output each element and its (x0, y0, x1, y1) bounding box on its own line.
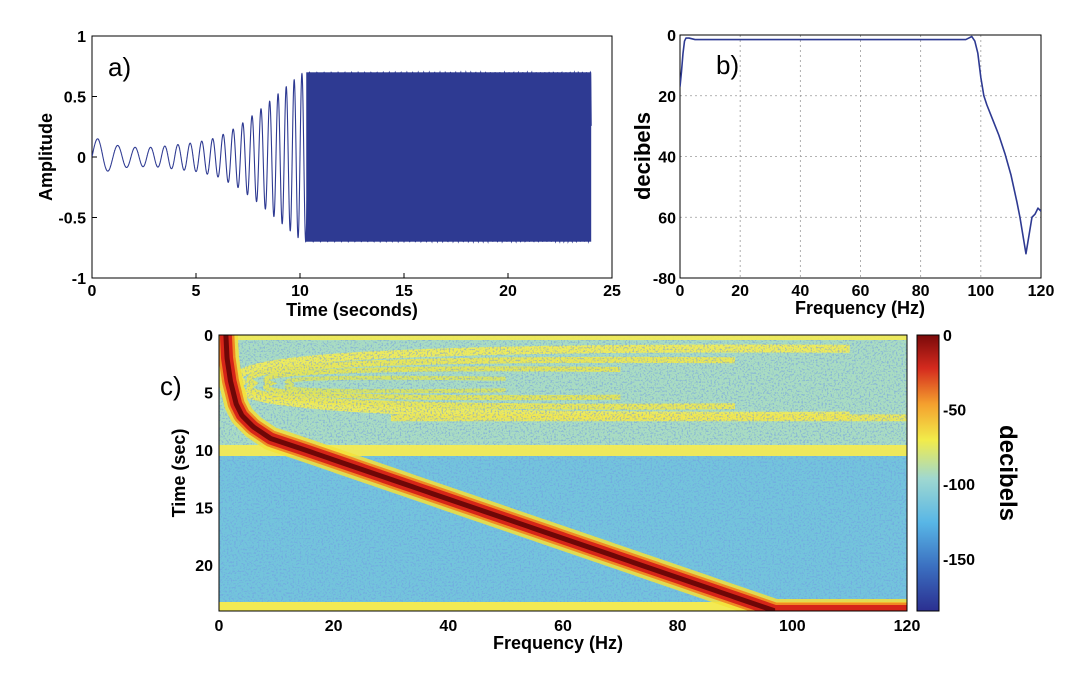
panel-c-y-tick-label: 15 (195, 501, 213, 518)
panel-c-x-tick-label: 80 (669, 618, 687, 635)
panel-c-x-tick-label: 40 (439, 618, 457, 635)
panel-a-y-tick-label: -1 (72, 271, 86, 288)
panel-a-amplitude-chart: 0 5 10 15 20 25 1 0.5 0 -0.5 -1 a) Time (seconds)… (36, 29, 621, 320)
colorbar-tick-label: -150 (943, 552, 975, 569)
panel-c-frame (218, 334, 908, 612)
panel-a-x-tick-label: 20 (499, 283, 517, 300)
panel-a-x-tick-label: 15 (395, 283, 413, 300)
panel-b-y-axis-label: decibels (630, 112, 655, 200)
panel-a-x-tick-label: 25 (603, 283, 621, 300)
panel-a-x-tick-label: 10 (291, 283, 309, 300)
panel-b-frequency-response-chart: 0 20 40 60 80 100 120 0 20 40 60 -80 b) Frequency … (630, 28, 1054, 318)
panel-b-x-tick-label: 20 (731, 283, 749, 300)
panel-b-x-tick-label: 80 (912, 283, 930, 300)
panel-a-y-tick-label: 0.5 (64, 90, 86, 107)
panel-b-x-tick-label: 120 (1028, 283, 1055, 300)
panel-a-label: a) (108, 52, 131, 82)
panel-c-label: c) (160, 371, 182, 401)
panel-b-y-tick-label: 60 (658, 210, 676, 227)
panel-b-y-tick-label: 40 (658, 150, 676, 167)
panel-b-y-tick-label: -80 (653, 271, 676, 288)
panel-a-dense-signal-region (306, 72, 592, 242)
panel-b-x-tick-label: 60 (852, 283, 870, 300)
panel-c-x-tick-label: 0 (215, 618, 224, 635)
panel-b-response-line (680, 35, 1041, 255)
colorbar-tick-label: 0 (943, 328, 952, 345)
panel-b-x-tick-label: 0 (676, 283, 685, 300)
panel-a-x-tick-label: 0 (88, 283, 97, 300)
panel-c-x-axis-label: Frequency (Hz) (493, 633, 623, 653)
panel-c-spectrogram-chart: 0 20 40 60 80 100 120 0 5 10 15 20 c) Frequency (H… (160, 328, 1021, 653)
panel-b-x-tick-label: 100 (967, 283, 994, 300)
panel-c-x-tick-label: 120 (894, 618, 921, 635)
panel-a-y-tick-label: -0.5 (58, 211, 86, 228)
panel-b-y-tick-label: 20 (658, 89, 676, 106)
chirp-ridge-core (223, 335, 907, 611)
panel-b-x-axis-label: Frequency (Hz) (795, 298, 925, 318)
panel-c-y-tick-label: 0 (204, 328, 213, 345)
colorbar-tick-label: -50 (943, 403, 966, 420)
panel-c-x-tick-label: 60 (554, 618, 572, 635)
panel-b-frame (679, 34, 1042, 279)
panel-c-x-tick-label: 20 (325, 618, 343, 635)
panel-c-y-tick-label: 10 (195, 443, 213, 460)
panel-a-y-axis-label: Amplitude (36, 113, 56, 201)
colorbar (916, 334, 940, 612)
chirp-ridge-tail (775, 606, 907, 611)
panel-c-x-tick-label: 100 (779, 618, 806, 635)
panel-b-label: b) (716, 50, 739, 80)
panel-a-x-tick-label: 5 (192, 283, 201, 300)
panel-c-y-axis-label: Time (sec) (169, 429, 189, 518)
panel-c-y-tick-label: 20 (195, 558, 213, 575)
panel-c-y-tick-label: 5 (204, 386, 213, 403)
panel-a-y-tick-label: 0 (77, 150, 86, 167)
panel-a-y-tick-label: 1 (77, 29, 86, 46)
colorbar-label: decibels (994, 425, 1021, 521)
panel-b-y-tick-label: 0 (667, 28, 676, 45)
colorbar-tick-label: -100 (943, 477, 975, 494)
spectrogram-image (219, 335, 907, 611)
panel-b-x-tick-label: 40 (791, 283, 809, 300)
panel-a-x-axis-label: Time (seconds) (286, 300, 418, 320)
